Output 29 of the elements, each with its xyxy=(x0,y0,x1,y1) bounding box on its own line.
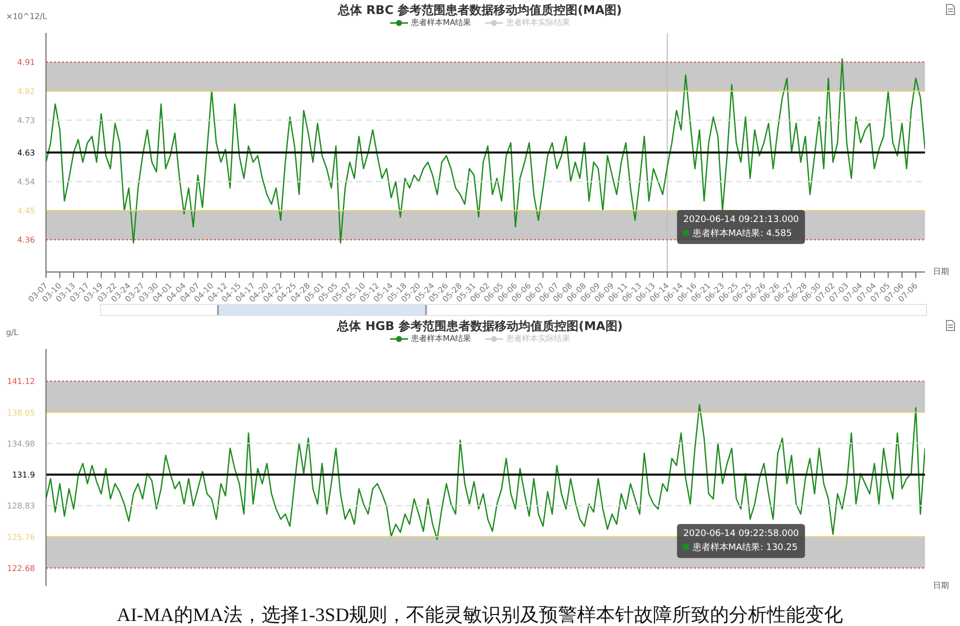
legend-label: 患者样本MA结果 xyxy=(410,17,472,28)
y-tick-label: 4.54 xyxy=(17,178,35,187)
y-tick-label: 131.9 xyxy=(12,470,35,480)
y-tick-label: 4.45 xyxy=(17,206,35,216)
y-tick-label: 4.91 xyxy=(17,58,35,68)
y-tick-label: 138.05 xyxy=(7,408,35,418)
x-axis-title: 日期 xyxy=(933,266,949,277)
annotation: 2020-06-14 09:21:13.000 患者样本MA结果: 4.585 xyxy=(683,214,799,241)
x-axis-title: 日期 xyxy=(933,580,949,591)
y-tick-label: 4.73 xyxy=(17,116,35,126)
y-tick-label: 134.98 xyxy=(7,439,35,448)
y-tick-label: 4.63 xyxy=(17,148,35,158)
y-tick-label: 122.68 xyxy=(7,564,35,573)
y-tick-label: 141.12 xyxy=(7,377,35,386)
y-tick-label: 128.83 xyxy=(7,502,35,511)
legend-label: 患者样本实际结果 xyxy=(505,17,570,28)
chart-title: 总体 HGB 参考范围患者数据移动均值质控图(MA图) xyxy=(337,319,623,333)
y-axis-title: ×10^12/L xyxy=(6,12,47,21)
line-series xyxy=(46,58,925,244)
y-tick-label: 4.82 xyxy=(17,87,35,96)
chart-title: 总体 RBC 参考范围患者数据移动均值质控图(MA图) xyxy=(338,3,622,17)
y-axis-title: g/L xyxy=(6,328,18,337)
line-series xyxy=(46,404,925,540)
y-tick-label: 125.76 xyxy=(7,532,35,542)
legend-label: 患者样本实际结果 xyxy=(505,333,570,344)
text: AI-MA的MA法，选择1-3SD规则，不能灵敏识别及预警样本针故障所致的分析性能变化 xyxy=(116,604,844,626)
annotation: 2020-06-14 09:22:58.000 患者样本MA结果: 130.25 xyxy=(683,528,799,555)
legend-label: 患者样本MA结果 xyxy=(410,333,472,344)
y-tick-label: 4.36 xyxy=(17,236,35,245)
